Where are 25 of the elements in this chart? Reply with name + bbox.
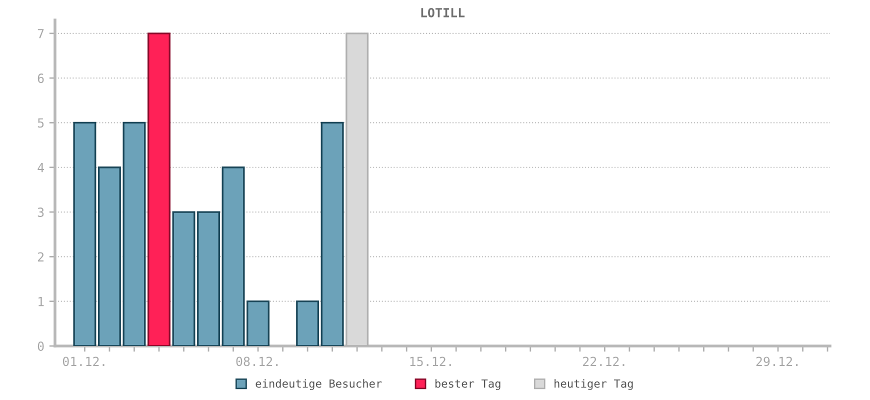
- y-tick-label: 0: [38, 342, 44, 351]
- bar: [172, 211, 196, 346]
- y-tick-label: 3: [38, 208, 44, 217]
- bar: [98, 166, 121, 346]
- x-tick-label: 01.12.: [62, 356, 104, 366]
- bar: [73, 122, 96, 346]
- y-tick-label: 7: [38, 29, 44, 38]
- y-tick-label: 4: [38, 163, 44, 172]
- legend-label: eindeutige Besucher: [256, 379, 382, 390]
- legend-label: heutiger Tag: [554, 379, 633, 390]
- y-tick-label: 1: [38, 297, 44, 306]
- legend-label: bester Tag: [435, 379, 500, 390]
- x-tick-label: 22.12.: [583, 356, 624, 366]
- bar: [122, 122, 146, 346]
- y-tick-label: 6: [38, 74, 44, 84]
- x-tick-label: 15.12.: [410, 356, 451, 366]
- bar: [148, 32, 170, 346]
- y-tick-label: 2: [38, 252, 44, 262]
- chart-title: LOTILL: [421, 8, 465, 18]
- x-tick-label: 29.12.: [756, 356, 798, 366]
- x-tick-label: 08.12.: [236, 356, 278, 366]
- bar: [197, 211, 220, 346]
- bar: [320, 122, 344, 346]
- bar: [296, 300, 320, 346]
- y-tick-label: 5: [38, 118, 44, 128]
